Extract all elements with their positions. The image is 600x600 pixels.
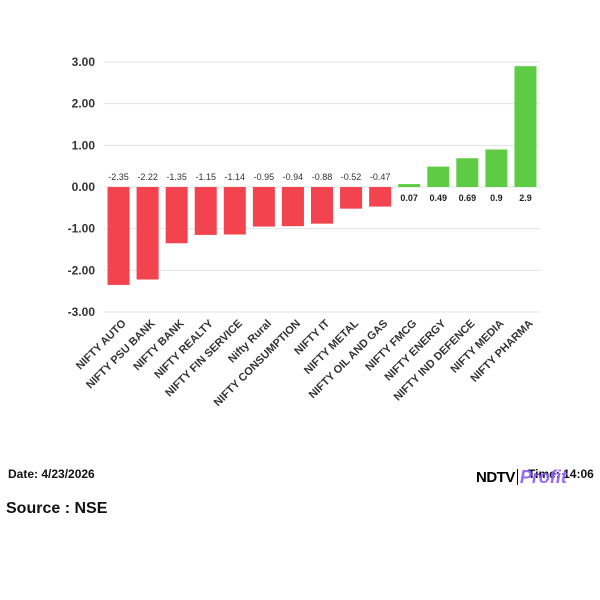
bar: [194, 187, 217, 235]
logo-divider: [516, 469, 518, 485]
source-label: Source : NSE: [6, 500, 108, 517]
y-tick-label: 3.00: [72, 55, 96, 69]
y-tick-label: 0.00: [72, 180, 96, 194]
data-label: 0.9: [490, 193, 503, 203]
y-tick-label: -1.00: [68, 222, 96, 236]
bar: [311, 187, 333, 224]
bar: [427, 166, 450, 187]
bar: [281, 187, 304, 227]
data-label: -2.22: [137, 172, 158, 182]
data-label: -0.88: [312, 172, 333, 182]
logo-profit-text: Profit: [519, 467, 567, 487]
chart: 3.002.001.000.00-1.00-2.00-3.00 -2.35 -2.…: [68, 55, 540, 409]
bar: [223, 187, 246, 235]
y-tick-label: 1.00: [72, 138, 96, 152]
bars: [107, 66, 537, 285]
bar: [456, 158, 479, 187]
y-axis-ticks: 3.00 2.00 1.00 0.00 -1.00 -2.00 -3.00: [68, 55, 96, 319]
data-label: -0.47: [370, 172, 391, 182]
data-label: -1.15: [195, 172, 216, 182]
bar: [485, 149, 508, 187]
bar: [252, 187, 275, 227]
logo-ndtv-text: NDTV: [476, 468, 515, 486]
bar: [369, 187, 392, 207]
y-tick-label: 2.00: [72, 97, 96, 111]
data-label: 0.07: [400, 193, 418, 203]
bar: [107, 187, 130, 285]
data-labels: -2.35 -2.22 -1.35 -1.15 -1.14 -0.95 -0.94 -0.88…: [108, 172, 531, 203]
data-label: -0.94: [283, 172, 304, 182]
data-label: 0.49: [430, 193, 448, 203]
ndtv-profit-logo: NDTV Profit: [476, 466, 567, 488]
data-label: -2.35: [108, 172, 129, 182]
bar: [136, 187, 159, 280]
y-tick-label: -2.00: [68, 263, 96, 277]
data-label: 0.69: [459, 193, 477, 203]
bar: [398, 184, 421, 187]
data-label: -1.14: [225, 172, 246, 182]
data-label: -0.52: [341, 172, 362, 182]
y-tick-label: -3.00: [68, 305, 96, 319]
data-label: -1.35: [166, 172, 187, 182]
bar: [340, 187, 363, 209]
bar: [165, 187, 188, 244]
date-label: Date: 4/23/2026: [8, 467, 95, 481]
bar: [514, 66, 537, 187]
time-label: Time: 14:06: [528, 467, 594, 481]
data-label: 2.9: [519, 193, 532, 203]
data-label: -0.95: [254, 172, 275, 182]
